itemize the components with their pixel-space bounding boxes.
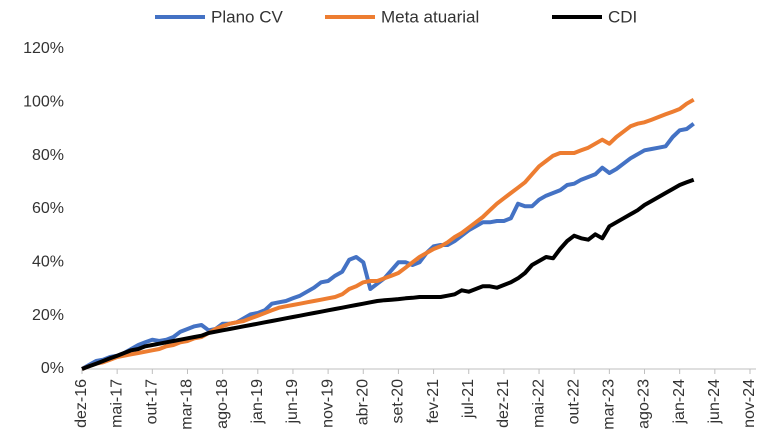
legend-label: Plano CV <box>211 7 283 26</box>
x-tick-label: nov-19 <box>319 379 336 428</box>
y-tick-label: 120% <box>23 40 64 57</box>
y-tick-label: 60% <box>32 200 64 217</box>
line-series <box>81 177 695 371</box>
y-tick-label: 80% <box>32 147 64 164</box>
x-tick-label: abr-20 <box>354 379 371 425</box>
y-tick-label: 0% <box>41 360 64 377</box>
y-tick-label: 100% <box>23 94 64 111</box>
x-tick-label: jan-19 <box>249 379 266 425</box>
x-tick-label: out-22 <box>565 379 582 424</box>
legend-label: Meta atuarial <box>381 7 479 26</box>
x-tick-label: ago-18 <box>214 379 231 429</box>
x-tick-label: jun-19 <box>284 379 301 425</box>
x-tick-label: dez-21 <box>495 379 512 428</box>
x-tick-label: out-17 <box>144 379 161 424</box>
x-tick-label: mai-17 <box>108 379 125 428</box>
x-tick-label: dez-16 <box>73 379 90 428</box>
legend-label: CDI <box>608 7 637 26</box>
line-series <box>81 97 695 371</box>
x-tick-label: mar-23 <box>601 379 618 430</box>
x-tick-label: jul-21 <box>460 379 477 419</box>
x-tick-label: ago-23 <box>636 379 653 429</box>
y-tick-label: 40% <box>32 254 64 271</box>
y-tick-label: 20% <box>32 307 64 324</box>
x-tick-label: jan-24 <box>671 379 688 425</box>
x-tick-label: jun-24 <box>706 379 723 425</box>
x-tick-label: nov-24 <box>741 379 758 428</box>
x-tick-label: mar-18 <box>179 379 196 430</box>
x-tick-label: fev-21 <box>425 379 442 424</box>
line-series <box>81 122 695 371</box>
x-tick-label: set-20 <box>390 379 407 424</box>
x-tick-label: mai-22 <box>530 379 547 428</box>
